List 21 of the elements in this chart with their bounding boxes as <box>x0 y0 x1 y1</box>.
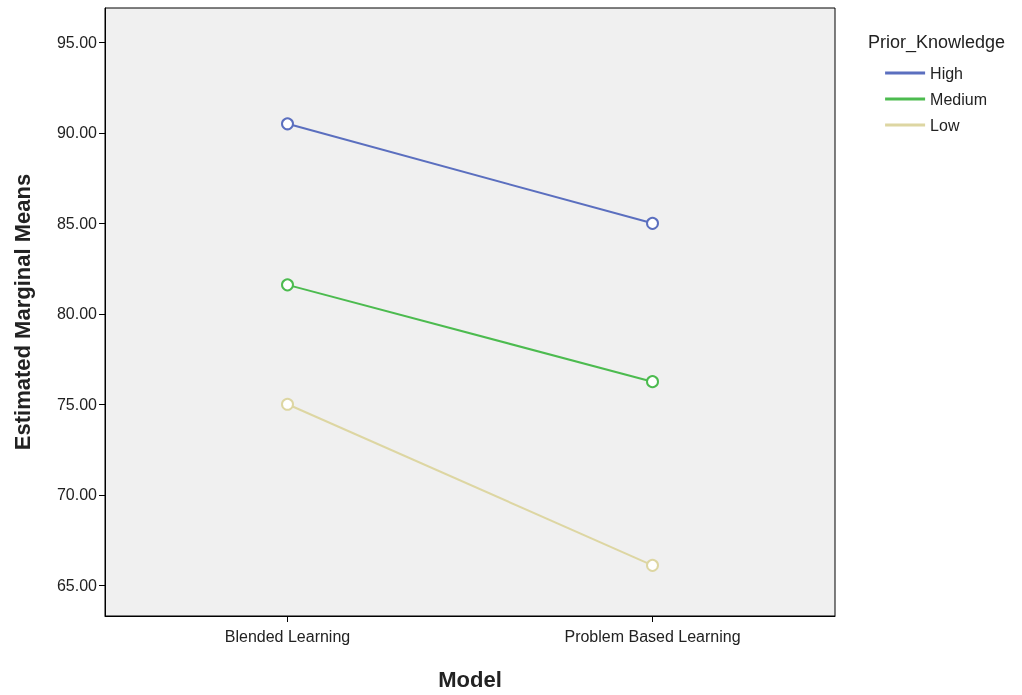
y-tick-label: 75.00 <box>56 395 98 413</box>
x-axis-title: Model <box>438 666 502 692</box>
y-tick-label: 90.00 <box>56 124 98 142</box>
point <box>281 278 294 292</box>
y-axis-title: Estimated Marginal Means <box>9 173 35 451</box>
point <box>646 558 659 572</box>
y-tick-label: 70.00 <box>56 486 98 504</box>
y-tick-label: 65.00 <box>56 576 98 594</box>
legend-label: Medium <box>930 90 987 108</box>
legend-label: High <box>930 64 963 82</box>
legend-label: Low <box>930 116 960 134</box>
legend-title: Prior_Knowledge <box>867 32 1006 53</box>
point <box>281 117 294 131</box>
point <box>281 397 294 411</box>
point <box>646 375 659 389</box>
y-tick-label: 95.00 <box>56 33 98 51</box>
x-tick-label: Blended Learning <box>224 627 351 645</box>
y-tick-label: 80.00 <box>56 305 98 323</box>
point <box>646 216 659 230</box>
x-tick-label: Problem Based Learning <box>564 627 741 645</box>
y-tick-label: 85.00 <box>56 214 98 232</box>
